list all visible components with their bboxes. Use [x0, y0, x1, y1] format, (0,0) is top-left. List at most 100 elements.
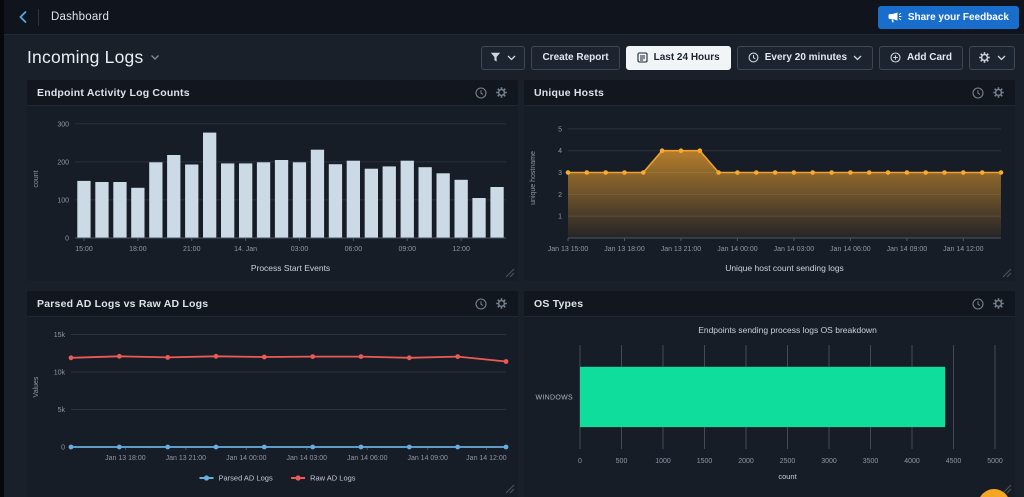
os-types-hbar-chart: Endpoints sending process logs OS breakd…	[524, 317, 1015, 497]
svg-text:Jan 14 12:00: Jan 14 12:00	[943, 246, 984, 253]
chevron-down-icon	[997, 55, 1006, 60]
svg-text:5: 5	[558, 126, 562, 133]
gear-icon	[993, 298, 1004, 309]
svg-text:0: 0	[578, 458, 582, 465]
parsed-vs-raw-line-chart: 0 5k 10k 15k Jan 13 18:00 Jan 13 21:00 Jan 14 …	[27, 317, 518, 497]
dashboard-selector[interactable]: Incoming Logs	[27, 47, 160, 68]
svg-text:21:00: 21:00	[183, 246, 201, 253]
clock-icon	[972, 297, 984, 310]
card-refresh-time-button[interactable]	[475, 297, 487, 310]
report-icon	[637, 52, 648, 63]
clock-icon	[475, 86, 487, 99]
svg-text:06:00: 06:00	[345, 246, 363, 253]
back-button[interactable]	[18, 11, 28, 23]
dashboard-name: Incoming Logs	[27, 47, 144, 67]
svg-text:Jan 13 21:00: Jan 13 21:00	[661, 246, 702, 253]
card-settings-button[interactable]	[495, 297, 508, 310]
left-edge-strip	[0, 0, 4, 497]
card-os-types: OS Types Endpoints sending process logs …	[524, 291, 1015, 497]
create-report-label: Create Report	[542, 52, 609, 63]
svg-text:Jan 13 18:00: Jan 13 18:00	[105, 455, 146, 462]
svg-text:10k: 10k	[54, 370, 66, 377]
card-title: Endpoint Activity Log Counts	[37, 86, 190, 99]
card-header: Endpoint Activity Log Counts	[27, 80, 518, 106]
svg-text:Jan 13 15:00: Jan 13 15:00	[548, 246, 589, 253]
svg-text:Jan 13 21:00: Jan 13 21:00	[166, 455, 207, 462]
refresh-interval-label: Every 20 minutes	[764, 52, 847, 63]
svg-text:Jan 14 03:00: Jan 14 03:00	[287, 455, 328, 462]
share-feedback-label: Share your Feedback	[907, 11, 1009, 23]
svg-text:Jan 14 00:00: Jan 14 00:00	[226, 455, 267, 462]
create-report-button[interactable]: Create Report	[531, 45, 620, 70]
card-refresh-time-button[interactable]	[972, 86, 984, 99]
svg-text:WINDOWS: WINDOWS	[536, 395, 574, 402]
card-settings-button[interactable]	[992, 86, 1005, 99]
help-beacon-button[interactable]	[978, 489, 1010, 497]
endpoint-activity-bar-chart: 0 100 200 300 15:00 18:00 21:00 14. Jan 03:00 06:…	[27, 106, 518, 281]
svg-text:Jan 14 09:00: Jan 14 09:00	[407, 455, 448, 462]
svg-text:count: count	[778, 472, 797, 481]
toolbar: Create Report Last 24 Hours Every 20 min…	[481, 45, 1015, 70]
svg-text:Jan 14 12:00: Jan 14 12:00	[466, 455, 507, 462]
svg-text:12:00: 12:00	[452, 246, 470, 253]
svg-text:5k: 5k	[58, 407, 66, 414]
card-title: OS Types	[534, 297, 584, 310]
svg-text:2000: 2000	[738, 458, 754, 465]
gear-icon	[979, 52, 990, 63]
svg-text:Unique host count sending logs: Unique host count sending logs	[725, 263, 844, 273]
svg-text:4500: 4500	[946, 458, 962, 465]
dashboard-settings-button[interactable]	[969, 45, 1015, 70]
svg-text:unique hostname: unique hostname	[530, 151, 537, 205]
svg-text:Jan 14 00:00: Jan 14 00:00	[717, 246, 758, 253]
svg-text:Values: Values	[33, 376, 40, 397]
svg-text:4000: 4000	[904, 458, 920, 465]
title-row: Incoming Logs Create Report Last 24 Hour…	[27, 35, 1015, 80]
svg-text:2: 2	[558, 192, 562, 199]
top-bar: Dashboard Share your Feedback	[4, 0, 1024, 35]
svg-text:0: 0	[65, 236, 69, 243]
card-header: Parsed AD Logs vs Raw AD Logs	[27, 291, 518, 317]
svg-text:Jan 14 03:00: Jan 14 03:00	[774, 246, 815, 253]
card-refresh-time-button[interactable]	[475, 86, 487, 99]
svg-text:200: 200	[57, 159, 69, 166]
filter-button[interactable]	[481, 45, 526, 70]
card-settings-button[interactable]	[495, 86, 508, 99]
svg-text:2500: 2500	[780, 458, 796, 465]
card-title: Unique Hosts	[534, 86, 605, 99]
chevron-down-icon	[853, 55, 862, 60]
svg-text:300: 300	[57, 121, 69, 128]
megaphone-icon	[888, 12, 902, 22]
resize-handle-icon[interactable]	[505, 484, 515, 494]
topbar-divider	[38, 8, 39, 26]
add-card-label: Add Card	[907, 52, 952, 63]
svg-text:1000: 1000	[655, 458, 671, 465]
svg-text:Raw AD Logs: Raw AD Logs	[310, 474, 356, 483]
svg-text:1: 1	[558, 214, 562, 221]
svg-text:4: 4	[558, 148, 562, 155]
svg-text:Jan 14 09:00: Jan 14 09:00	[887, 246, 928, 253]
clock-icon	[972, 86, 984, 99]
time-range-button[interactable]: Last 24 Hours	[625, 45, 731, 70]
card-title: Parsed AD Logs vs Raw AD Logs	[37, 297, 209, 310]
svg-text:count: count	[33, 170, 40, 187]
svg-text:18:00: 18:00	[129, 246, 147, 253]
add-card-button[interactable]: Add Card	[879, 45, 963, 70]
refresh-interval-button[interactable]: Every 20 minutes	[736, 45, 873, 70]
share-feedback-button[interactable]: Share your Feedback	[877, 5, 1019, 29]
gear-icon	[496, 87, 507, 98]
caret-down-icon	[151, 55, 160, 60]
resize-handle-icon[interactable]	[505, 268, 515, 278]
svg-text:1500: 1500	[697, 458, 713, 465]
time-range-label: Last 24 Hours	[653, 52, 720, 63]
funnel-icon	[491, 52, 501, 62]
card-settings-button[interactable]	[992, 297, 1005, 310]
gear-icon	[496, 298, 507, 309]
svg-text:Endpoints sending process logs: Endpoints sending process logs OS breakd…	[698, 325, 877, 335]
card-refresh-time-button[interactable]	[972, 297, 984, 310]
card-parsed-vs-raw: Parsed AD Logs vs Raw AD Logs 0 5k 10k 15k J…	[27, 291, 518, 497]
svg-text:Parsed AD Logs: Parsed AD Logs	[219, 474, 273, 483]
svg-text:3: 3	[558, 170, 562, 177]
card-endpoint-activity: Endpoint Activity Log Counts 0 100 200 300 1…	[27, 80, 518, 281]
unique-hosts-area-chart: 1 2 3 4 5 Jan 13 15:00 Jan 13 18:00 Jan 13 21:0…	[524, 106, 1015, 281]
resize-handle-icon[interactable]	[1002, 268, 1012, 278]
